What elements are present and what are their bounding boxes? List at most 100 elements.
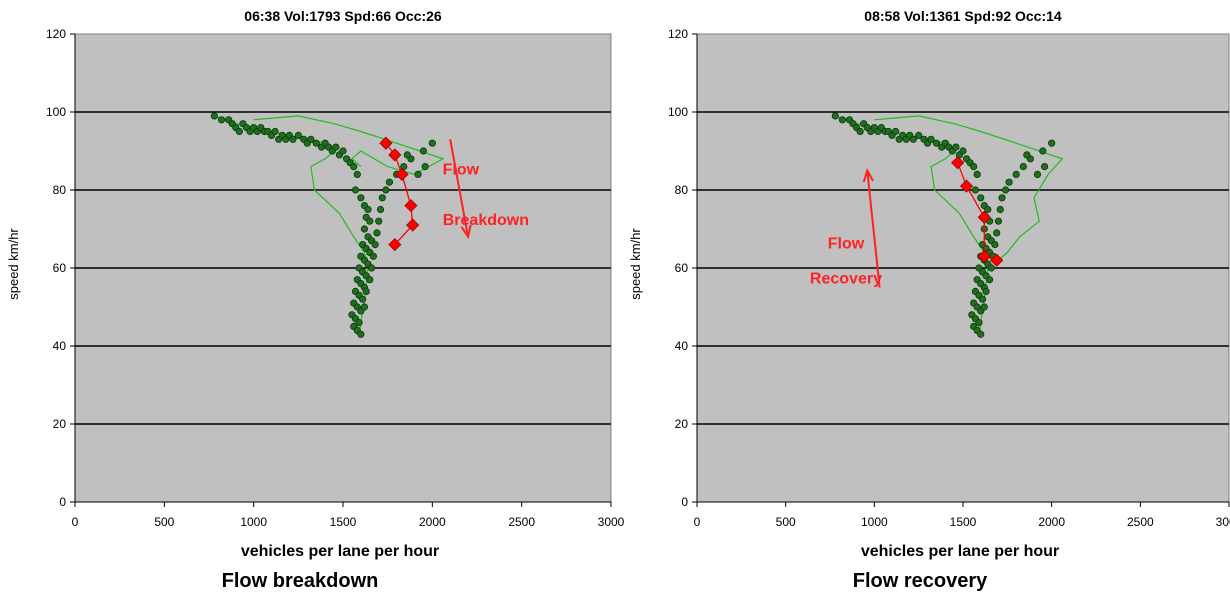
data-point (421, 163, 429, 171)
x-tick-label: 0 (72, 515, 79, 529)
data-point (271, 127, 279, 136)
data-point (973, 170, 981, 178)
data-point (892, 127, 900, 136)
data-point (927, 135, 935, 143)
current-point (388, 148, 402, 162)
data-point (909, 135, 917, 143)
chart-title: 06:38 Vol:1793 Spd:66 Occ:26 (244, 8, 442, 24)
y-tick-label: 120 (46, 27, 66, 41)
y-tick-label: 80 (53, 183, 67, 197)
current-point (951, 156, 965, 170)
data-point (977, 330, 985, 338)
data-point (359, 295, 367, 303)
data-point (1005, 178, 1013, 186)
data-point (210, 112, 218, 120)
data-point (982, 287, 990, 295)
y-tick-label: 0 (59, 495, 66, 509)
x-tick-label: 1000 (240, 515, 267, 529)
data-point (339, 147, 347, 155)
annotation-arrow (449, 139, 470, 237)
current-point (395, 167, 409, 181)
current-point (959, 179, 974, 193)
annotation-arrowhead (460, 224, 472, 240)
data-point (838, 116, 847, 124)
chart-2: 0 20 40 60 80 100 120 0 500 1000 1500 2000 2500 3000 0… (628, 8, 1230, 560)
current-point (977, 249, 991, 263)
trail-line (874, 115, 1064, 261)
y-tick-label: 100 (668, 105, 688, 119)
current-point (379, 136, 393, 150)
data-point (952, 143, 960, 151)
data-point (366, 217, 374, 225)
data-point (373, 229, 381, 237)
annotation-arrowhead (862, 167, 874, 183)
data-point (991, 241, 999, 249)
x-tick-label: 1500 (330, 515, 357, 529)
data-point (856, 127, 864, 136)
x-tick-label: 1000 (861, 515, 888, 529)
data-point (1001, 186, 1010, 194)
x-tick-label: 2000 (419, 515, 446, 529)
y-tick-label: 40 (675, 339, 689, 353)
data-point (1012, 170, 1020, 178)
data-point (382, 186, 390, 194)
x-axis-label: vehicles per lane per hour (861, 543, 1059, 560)
current-point (406, 218, 420, 232)
y-tick-label: 100 (46, 105, 66, 119)
data-point (1023, 151, 1031, 159)
data-point (1033, 170, 1042, 178)
data-point (915, 131, 923, 139)
data-point (996, 205, 1004, 214)
data-point (235, 127, 243, 136)
annotation-text: Flow (443, 161, 480, 178)
annotation-text: Recovery (810, 271, 882, 288)
caption-left: Flow breakdown (221, 570, 379, 592)
data-point (970, 163, 978, 171)
data-point (294, 131, 302, 139)
data-point (993, 229, 1001, 237)
caption-right: Flow recovery (852, 570, 988, 592)
y-tick-label: 60 (53, 261, 67, 275)
current-point (404, 199, 418, 213)
data-point (217, 116, 226, 124)
chart-1: 0 20 40 60 80 100 120 0 500 1000 1500 2000 2500 3000 0… (6, 8, 625, 560)
data-point (1040, 163, 1049, 171)
y-tick-label: 40 (53, 339, 67, 353)
data-point (985, 276, 994, 284)
data-point (971, 186, 980, 194)
data-point (980, 303, 988, 311)
data-point (403, 151, 411, 159)
y-tick-label: 120 (668, 27, 688, 41)
x-tick-label: 500 (154, 515, 174, 529)
trail-line (253, 115, 445, 176)
data-point (414, 170, 422, 178)
chart-title: 08:58 Vol:1361 Spd:92 Occ:14 (864, 8, 1062, 24)
current-point (990, 253, 1004, 267)
data-point (332, 143, 340, 151)
y-tick-label: 20 (53, 417, 67, 431)
data-point (831, 112, 839, 120)
x-tick-label: 500 (776, 515, 796, 529)
annotation-arrow (866, 170, 881, 288)
y-axis-label: speed km/hr (628, 228, 643, 300)
data-point (984, 205, 992, 214)
data-point (312, 139, 320, 147)
data-point (367, 264, 376, 272)
data-point (978, 295, 987, 303)
data-point (350, 163, 358, 171)
data-point (371, 241, 379, 249)
x-tick-label: 2500 (508, 515, 535, 529)
data-point (353, 170, 361, 178)
data-point (419, 147, 427, 155)
data-point (289, 135, 297, 143)
data-point (364, 205, 372, 214)
data-point (360, 225, 369, 233)
data-point (959, 147, 967, 155)
data-point (987, 264, 995, 272)
x-tick-label: 0 (694, 515, 701, 529)
data-point (385, 178, 394, 186)
y-tick-label: 0 (681, 495, 688, 509)
x-tick-label: 2000 (1038, 515, 1065, 529)
data-point (362, 287, 370, 295)
